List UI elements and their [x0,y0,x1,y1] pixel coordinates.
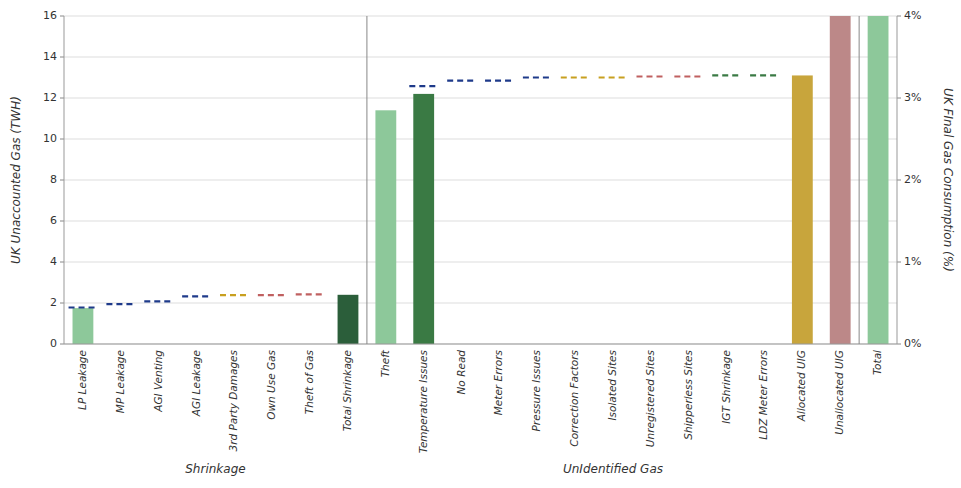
x-tick-label: Isolated Sites [606,349,618,420]
dash-marker [485,79,514,81]
x-tick-label: LP Leakage [76,350,88,410]
dash-marker [182,295,211,297]
bar [830,16,851,344]
y2-axis-title: UK FInal Gas Consumption (%) [941,88,955,272]
bar [338,295,359,344]
y2-tick-label: 4% [904,9,921,22]
y2-tick [897,344,901,345]
x-tick-label: Total [871,350,883,375]
y2-tick [897,262,901,263]
grid-line [64,98,897,99]
dash-marker [561,76,590,78]
dash-marker [106,303,135,305]
grid-line [64,303,897,304]
dash-marker [447,79,476,81]
bar [792,75,813,344]
y-tick-label: 4 [50,255,57,268]
x-tick-label: Correction Factors [568,349,580,446]
y-tick-label: 14 [43,50,57,63]
x-tick-label: Theft [379,349,391,377]
x-tick-label: Own Use Gas [265,349,277,419]
y-tick-label: 10 [43,132,57,145]
y-tick [60,16,64,17]
grid [64,16,897,344]
y2-tick [897,98,901,99]
dash-marker [409,85,438,87]
dash-marker [296,293,325,295]
bar [868,16,889,344]
chart: 0 2 4 6 8 10 12 14 16 0% 1% 2% 3% 4% LP Leakage MP Leak… [0,0,961,488]
dash-marker [712,74,741,76]
dash-marker [750,74,779,76]
y2-axis [897,16,898,344]
dash-marker [599,76,628,78]
dash-marker [69,306,98,308]
grid-line [64,221,897,222]
grid-line [64,57,897,58]
dash-marker [220,294,249,296]
y-tick [60,344,64,345]
divider [859,16,860,344]
divider [366,16,367,344]
bar [413,94,434,344]
y-tick [60,221,64,222]
dash-marker [636,75,665,77]
grid-line [64,262,897,263]
y2-tick-label: 3% [904,91,921,104]
x-tick-label: Temperature Issues [417,349,429,453]
grid-line [64,16,897,17]
y-tick [60,98,64,99]
group-label: UnIdentified Gas [563,462,663,476]
x-tick-label: MP Leakage [114,350,126,413]
y-axis-title: UK Unaccounted Gas (TWH) [9,96,23,264]
y-tick-label: 0 [50,337,57,350]
grid-line [64,344,897,345]
x-tick-label: Unregistered Sites [644,349,656,447]
x-tick-label: LDZ Meter Errors [757,349,769,439]
x-tick-label: No Read [455,350,467,395]
x-tick-label: Meter Errors [492,349,504,415]
dash-marker [674,75,703,77]
y2-tick-label: 2% [904,173,921,186]
y-tick-label: 16 [43,9,57,22]
grid-line [64,180,897,181]
y-tick-label: 2 [50,296,57,309]
dash-marker [258,294,287,296]
x-tick-label: Allocated UIG [795,350,807,422]
x-tick-label: Shipperless Sites [682,349,694,439]
y-tick-label: 8 [50,173,57,186]
marks [69,16,889,344]
y-axis [64,16,65,344]
y-tick-label: 6 [50,214,57,227]
x-tick-label: Theft of Gas [303,349,315,414]
bar [375,110,396,344]
x-tick-label: 3rd Party Damages [227,349,239,451]
y-tick-label: 12 [43,91,57,104]
y-tick [60,262,64,263]
dash-marker [144,300,173,302]
x-tick-label: Total Shrinkage [341,350,353,431]
grid-line [64,139,897,140]
y2-tick [897,180,901,181]
y2-tick-label: 0% [904,337,921,350]
x-tick-label: Unallocated UIG [833,350,845,435]
y2-tick-label: 1% [904,255,921,268]
group-label: Shrinkage [185,462,245,476]
x-tick-label: AGI Leakage [190,350,202,417]
y-tick [60,180,64,181]
y-tick [60,139,64,140]
dash-marker [523,76,552,78]
x-tick-label: AGI Venting [152,350,164,413]
bar [73,308,94,344]
x-tick-label: Pressure Issues [530,349,542,431]
x-tick-label: IGT Shrinkage [720,350,732,424]
y2-tick [897,16,901,17]
y-tick [60,303,64,304]
x-axis [64,344,897,345]
y-tick [60,57,64,58]
